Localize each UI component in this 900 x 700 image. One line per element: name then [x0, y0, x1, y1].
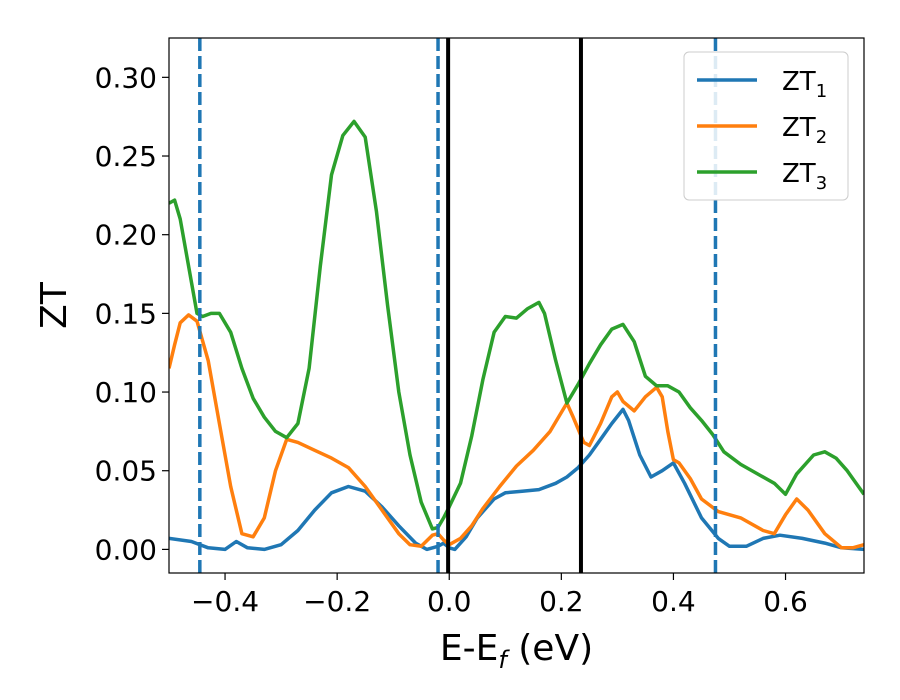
x-axis-label-unit: (eV)	[507, 628, 593, 669]
x-axis-ticks: −0.4 −0.2 0.0 0.2 0.4 0.6	[191, 573, 808, 618]
x-tick-label: 0.2	[539, 585, 584, 618]
y-tick-label: 0.30	[95, 61, 157, 94]
legend-label-3: ZT3	[782, 159, 827, 194]
legend: ZT1 ZT2 ZT3	[683, 51, 849, 201]
x-axis-label-main: E-E	[440, 628, 498, 669]
y-axis-ticks: 0.00 0.05 0.10 0.15 0.20 0.25 0.30	[95, 61, 169, 566]
y-tick-label: 0.05	[95, 455, 157, 488]
series-line-3	[169, 119, 864, 531]
y-tick-label: 0.25	[95, 140, 157, 173]
legend-label-1: ZT1	[782, 67, 827, 102]
x-tick-label: 0.6	[763, 585, 808, 618]
legend-label-2: ZT2	[782, 113, 827, 148]
x-tick-label: −0.2	[303, 585, 371, 618]
x-axis-label: E-Ef (eV)	[440, 628, 593, 674]
y-tick-label: 0.15	[95, 297, 157, 330]
x-tick-label: 0.4	[651, 585, 696, 618]
plot-area	[169, 38, 864, 573]
y-tick-label: 0.20	[95, 219, 157, 252]
x-tick-label: 0.0	[427, 585, 472, 618]
y-tick-label: 0.00	[95, 533, 157, 566]
y-axis-label: ZT	[34, 281, 75, 329]
legend-box	[683, 51, 849, 201]
y-tick-label: 0.10	[95, 376, 157, 409]
plot-frame	[168, 37, 865, 574]
x-tick-label: −0.4	[191, 585, 259, 618]
